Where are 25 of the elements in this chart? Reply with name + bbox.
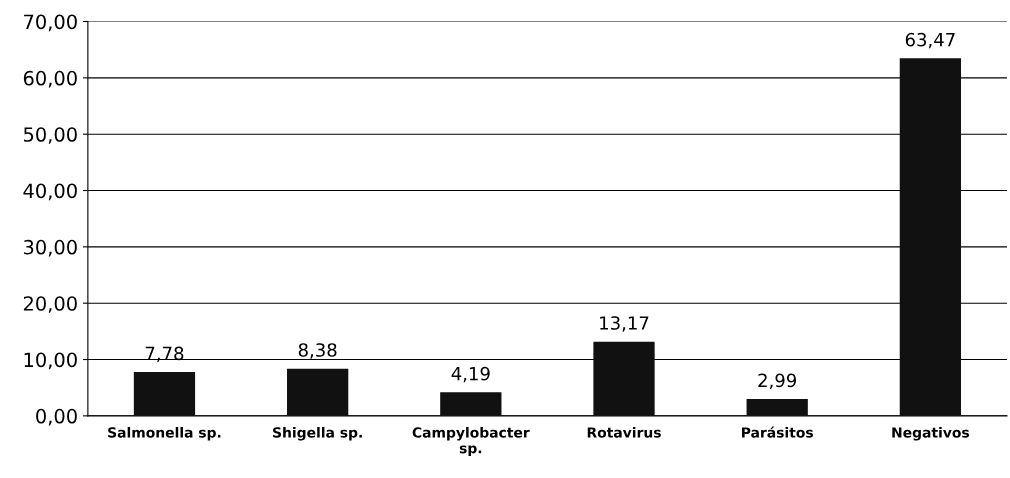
bar [133, 372, 196, 416]
x-tick-label: Negativos [892, 426, 970, 441]
y-tick-label: 10,00 [24, 352, 77, 370]
x-tick-label: Campylobacter sp. [412, 426, 530, 457]
bar [899, 58, 962, 416]
data-label: 13,17 [600, 316, 649, 332]
bar [746, 399, 808, 416]
bar [593, 341, 655, 416]
y-tick-label: 40,00 [23, 183, 77, 201]
x-tick-label: Salmonella sp. [108, 426, 221, 441]
data-label: 4,19 [451, 366, 490, 383]
data-label: 2,99 [758, 373, 797, 390]
y-tick-label: 20,00 [23, 296, 77, 313]
y-tick-label: 30,00 [23, 239, 77, 257]
bar [440, 392, 502, 416]
x-tick-label: Rotavirus [587, 426, 661, 438]
y-tick-label: 50,00 [23, 127, 77, 144]
y-tick-label: 0,00 [36, 408, 77, 426]
data-label: 63,47 [905, 32, 955, 49]
y-tick-label: 70,00 [24, 14, 77, 32]
bar [287, 368, 349, 416]
data-label: 8,38 [298, 343, 337, 359]
y-tick-label: 60,00 [23, 70, 77, 88]
x-tick-label: Parásitos [742, 426, 813, 438]
x-tick-label: Shigella sp. [273, 426, 362, 441]
